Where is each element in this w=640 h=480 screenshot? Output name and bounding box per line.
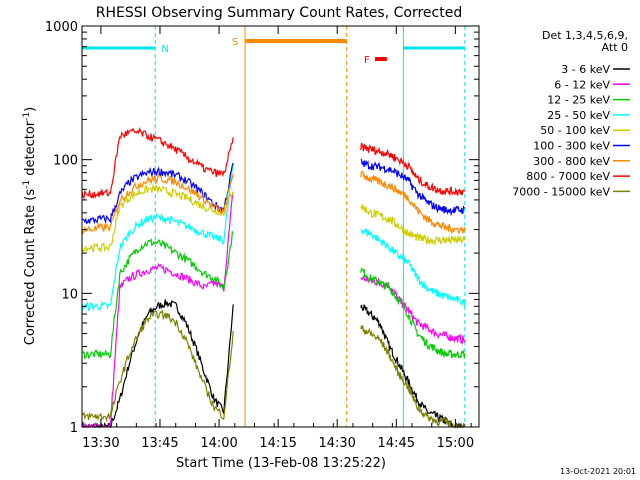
chart-title: RHESSI Observing Summary Count Rates, Co… — [96, 5, 462, 21]
y-tick-label: 1 — [70, 421, 78, 436]
series-line-0-post — [360, 304, 466, 429]
y-tick-label: 1000 — [45, 20, 78, 35]
y-tick-label: 100 — [53, 154, 78, 169]
legend-header-line1: Det 1,3,4,5,6,9, — [542, 29, 628, 42]
series-line-4-post — [360, 204, 466, 247]
x-axis: 13:30 13:45 14:00 14:15 14:30 14:45 15:00 — [82, 26, 474, 451]
series-line-3-post — [360, 228, 466, 307]
series-line-7-pre — [81, 126, 234, 200]
x-tick-label: 14:00 — [200, 436, 237, 451]
y-axis-label: Corrected Count Rate (s-1 detector-1) — [22, 107, 38, 345]
series-line-5-post — [360, 158, 466, 217]
legend-label: 100 - 300 keV — [533, 140, 610, 153]
y-tick-label: 10 — [61, 287, 78, 302]
x-tick-label: 14:15 — [259, 436, 296, 451]
series-line-2-post — [360, 266, 466, 359]
x-tick-label: 13:45 — [141, 436, 178, 451]
legend-label: 7000 - 15000 keV — [512, 185, 610, 198]
series-lines — [81, 126, 466, 429]
plot-frame — [81, 25, 480, 428]
legend: 3 - 6 keV 6 - 12 keV 12 - 25 keV 25 - 50 ke… — [512, 63, 630, 198]
date-stamp: 13-Oct-2021 20:01 — [560, 467, 636, 476]
saa-band-label: S — [232, 37, 238, 48]
series-line-8-pre — [81, 309, 234, 423]
observing-bands: N S F — [82, 26, 466, 427]
legend-label: 3 - 6 keV — [561, 63, 610, 76]
series-line-3-pre — [81, 162, 234, 312]
flare-band-label: F — [364, 55, 370, 66]
night-band-label: N — [161, 44, 168, 55]
x-tick-label: 13:30 — [82, 436, 119, 451]
legend-label: 6 - 12 keV — [554, 78, 610, 91]
legend-label: 300 - 800 keV — [533, 155, 610, 168]
x-tick-label: 14:45 — [378, 436, 415, 451]
x-tick-label: 14:30 — [318, 436, 355, 451]
series-line-1-post — [360, 274, 466, 346]
series-line-7-post — [360, 142, 466, 197]
legend-header-line2: Att 0 — [602, 41, 628, 54]
legend-label: 25 - 50 keV — [547, 109, 610, 122]
series-line-6-pre — [81, 173, 234, 235]
y-axis: 1 10 100 1000 — [45, 20, 479, 436]
series-line-4-pre — [81, 184, 234, 254]
legend-label: 12 - 25 keV — [547, 94, 610, 107]
x-axis-label: Start Time (13-Feb-08 13:25:22) — [176, 456, 386, 471]
series-line-0-pre — [81, 299, 234, 429]
x-tick-label: 15:00 — [437, 436, 474, 451]
series-line-5-pre — [82, 162, 234, 225]
series-line-2-pre — [81, 230, 234, 360]
legend-label: 800 - 7000 keV — [526, 170, 610, 183]
legend-label: 50 - 100 keV — [540, 124, 610, 137]
series-line-8-post — [360, 325, 466, 428]
series-line-6-post — [360, 170, 466, 235]
